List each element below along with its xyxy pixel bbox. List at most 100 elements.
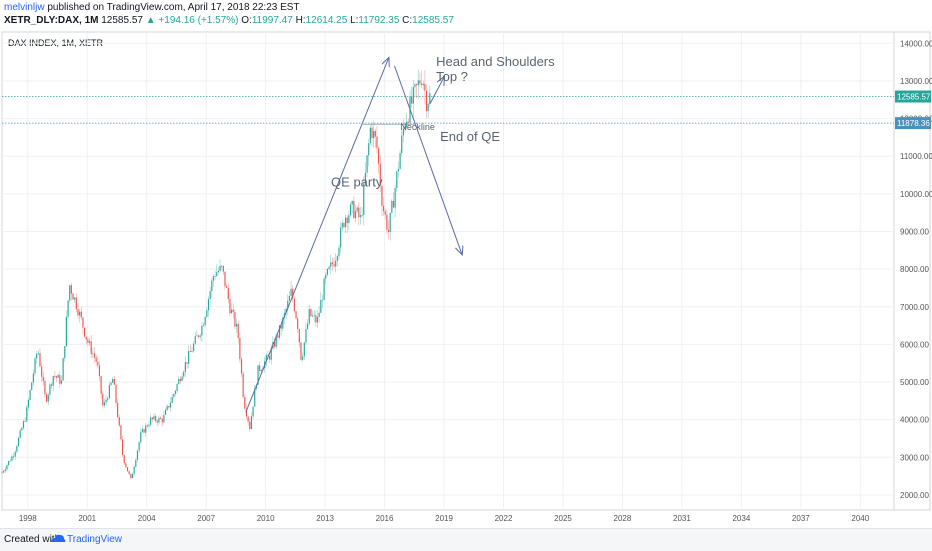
y-tick-label: 2000.00 (900, 491, 929, 500)
close-value: 12585.57 (412, 15, 454, 26)
candle-body (308, 309, 310, 324)
candle-body (202, 324, 205, 326)
candle-body (123, 455, 125, 464)
tradingview-link[interactable]: TradingView (67, 534, 123, 545)
candle-body (1, 472, 3, 474)
candle-body (64, 346, 66, 359)
price-tag (895, 117, 931, 130)
candle-body (420, 83, 423, 86)
candle-body (305, 329, 307, 343)
candle-body (259, 365, 261, 371)
candle-body (206, 310, 208, 317)
candle-body (26, 407, 28, 422)
candle-body (224, 271, 226, 287)
price-tag-label: 11878.36 (897, 119, 930, 128)
candle-body (90, 341, 92, 354)
candle-body (382, 205, 385, 212)
candle-body (209, 291, 211, 299)
candle-body (72, 293, 74, 300)
candle-body (346, 217, 348, 224)
candle-body (247, 416, 249, 422)
candle-body (4, 469, 6, 472)
candle-body (333, 264, 335, 267)
candle-body (54, 376, 56, 377)
candle-body (397, 168, 400, 172)
high-value: 12614.25 (305, 15, 348, 26)
candle-body (389, 212, 391, 232)
candle-body (336, 256, 338, 261)
x-tick-label: 2010 (257, 514, 275, 523)
candle-body (416, 84, 418, 86)
candle-body (120, 425, 122, 440)
candle-body (50, 384, 53, 386)
trend-arrow (394, 65, 461, 254)
candle-body (379, 163, 381, 186)
candle-body (422, 83, 424, 86)
candle-body (290, 288, 292, 296)
candle-body (364, 172, 366, 184)
trend-arrow (429, 77, 444, 104)
candle-body (19, 430, 21, 438)
candle-body (169, 402, 172, 408)
candle-body (358, 207, 360, 218)
candle-body (226, 286, 228, 288)
candle-body (287, 300, 289, 309)
candle-body (178, 378, 180, 385)
candle-body (110, 382, 112, 385)
candle-body (184, 362, 186, 372)
candle-body (159, 417, 162, 419)
candle-body (376, 136, 378, 149)
candle-body (424, 83, 426, 91)
candle-body (93, 353, 96, 358)
candle-body (9, 460, 11, 462)
candle-body (171, 396, 173, 403)
candle-body (146, 425, 148, 427)
candle-body (214, 276, 216, 277)
candle-body (22, 421, 25, 429)
candle-body (341, 222, 343, 228)
candle-body (65, 316, 68, 347)
candle-body (321, 299, 324, 301)
annotation-label: Neckline (400, 122, 435, 132)
author-link[interactable]: melvinljw (4, 2, 45, 13)
candle-body (323, 278, 325, 300)
grid (2, 32, 894, 510)
candle-body (189, 351, 191, 352)
candle-body (125, 463, 127, 468)
candle-body (82, 317, 84, 328)
candle-body (391, 200, 393, 213)
candle-body (316, 316, 319, 323)
candle-body (217, 270, 219, 273)
candle-body (88, 341, 91, 343)
candle-body (292, 288, 294, 299)
candle-body (201, 325, 203, 336)
candle-body (8, 461, 10, 465)
candle-body (330, 262, 332, 267)
candle-body (401, 135, 403, 154)
tradingview-logo-icon (51, 534, 66, 542)
candle-body (181, 376, 183, 381)
candle-body (293, 298, 295, 312)
x-tick-label: 2013 (316, 514, 334, 523)
candle-body (191, 351, 193, 352)
candle-body (378, 148, 380, 164)
candle-body (227, 287, 229, 299)
candle-body (151, 417, 153, 420)
candle-body (282, 317, 284, 329)
candle-body (354, 211, 357, 219)
candle-body (34, 358, 36, 374)
y-tick-label: 4000.00 (900, 416, 929, 425)
candle-body (302, 356, 304, 360)
x-tick-label: 2040 (851, 514, 869, 523)
candle-body (141, 429, 143, 433)
candle-body (348, 215, 350, 224)
candle-body (143, 429, 145, 433)
candle-body (84, 327, 86, 337)
open-label: O: (241, 15, 252, 26)
high-label: H: (295, 15, 306, 26)
candle-body (303, 342, 305, 357)
candle-body (353, 201, 355, 219)
candle-body (60, 380, 63, 384)
candle-body (429, 93, 431, 105)
